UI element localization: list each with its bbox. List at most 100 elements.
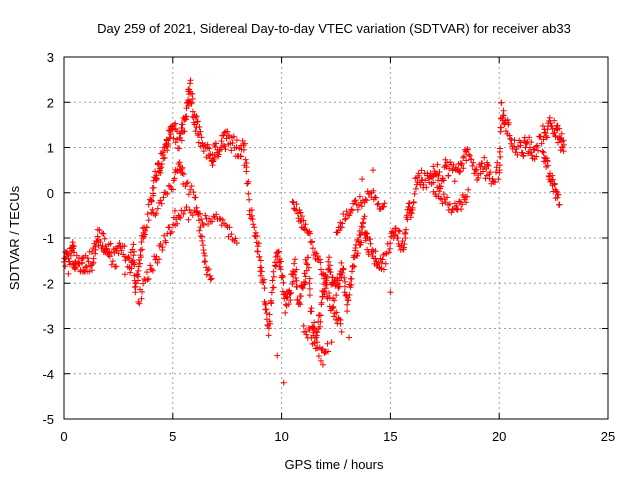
data-point: [100, 230, 107, 237]
data-point: [186, 80, 193, 87]
data-point: [458, 160, 465, 167]
data-point: [279, 273, 286, 280]
data-point: [311, 249, 318, 256]
data-point: [556, 201, 563, 208]
data-point: [420, 181, 427, 188]
data-point: [157, 169, 164, 176]
x-tick-label: 15: [383, 429, 397, 444]
data-point: [331, 297, 338, 304]
data-point: [549, 172, 556, 179]
data-point: [438, 183, 445, 190]
data-point: [64, 251, 71, 258]
data-point: [560, 148, 567, 155]
data-point: [299, 285, 306, 292]
data-point: [531, 146, 538, 153]
data-point: [182, 116, 189, 123]
data-point: [349, 262, 356, 269]
data-point: [538, 140, 545, 147]
x-tick-label: 25: [601, 429, 615, 444]
data-point: [70, 249, 77, 256]
data-point: [108, 261, 115, 268]
data-point: [182, 183, 189, 190]
data-point: [303, 331, 310, 338]
data-point: [144, 211, 151, 218]
data-point: [554, 139, 561, 146]
data-point: [541, 154, 548, 161]
data-point: [190, 189, 197, 196]
data-point: [67, 252, 74, 259]
data-point: [533, 153, 540, 160]
data-point: [363, 231, 370, 238]
data-point: [380, 203, 387, 210]
data-point: [64, 250, 71, 257]
data-point: [475, 174, 482, 181]
y-axis-ticks: -5 -4 -3 -2 -1 0 1 2 3: [42, 50, 608, 427]
data-point: [261, 285, 268, 292]
data-point: [194, 118, 201, 125]
data-point: [358, 223, 365, 230]
data-point: [280, 279, 287, 286]
data-point: [187, 186, 194, 193]
data-point: [170, 135, 177, 142]
data-point: [167, 131, 174, 138]
data-point: [291, 260, 298, 267]
data-point: [461, 196, 468, 203]
data-point: [560, 137, 567, 144]
data-point: [171, 121, 178, 128]
data-point: [343, 208, 350, 215]
data-point: [196, 217, 203, 224]
data-point: [159, 148, 166, 155]
data-point: [306, 275, 313, 282]
data-point: [162, 239, 169, 246]
data-point: [241, 140, 248, 147]
data-point: [107, 240, 114, 247]
data-point: [337, 320, 344, 327]
x-tick-label: 0: [60, 429, 67, 444]
data-point: [145, 201, 152, 208]
data-point: [326, 289, 333, 296]
data-point: [121, 243, 128, 250]
data-point: [292, 256, 299, 263]
x-axis-ticks: 0 5 10 15 20 25: [60, 57, 615, 444]
data-point: [340, 211, 347, 218]
data-point: [206, 145, 213, 152]
data-point: [333, 292, 340, 299]
data-point: [201, 259, 208, 266]
data-point: [258, 268, 265, 275]
data-point: [492, 179, 499, 186]
data-point: [178, 137, 185, 144]
data-point: [142, 227, 149, 234]
data-point: [212, 140, 219, 147]
y-tick-label: 1: [47, 141, 54, 156]
data-point: [539, 148, 546, 155]
data-point: [348, 275, 355, 282]
data-point: [469, 162, 476, 169]
data-point: [148, 197, 155, 204]
data-point: [306, 292, 313, 299]
data-point: [153, 175, 160, 182]
data-point: [434, 161, 441, 168]
data-point: [306, 327, 313, 334]
data-point: [157, 240, 164, 247]
data-point: [479, 160, 486, 167]
data-point: [183, 180, 190, 187]
data-point: [339, 220, 346, 227]
data-point: [492, 169, 499, 176]
data-point: [171, 175, 178, 182]
data-point: [406, 206, 413, 213]
data-point: [143, 224, 150, 231]
data-point: [526, 134, 533, 141]
data-point: [192, 128, 199, 135]
data-point: [198, 134, 205, 141]
data-point: [164, 190, 171, 197]
data-point: [456, 198, 463, 205]
data-point: [311, 325, 318, 332]
data-point: [92, 246, 99, 253]
data-point: [186, 206, 193, 213]
data-point: [555, 191, 562, 198]
data-point: [549, 176, 556, 183]
data-point: [330, 303, 337, 310]
data-point: [290, 199, 297, 206]
data-point: [185, 216, 192, 223]
data-point: [344, 301, 351, 308]
